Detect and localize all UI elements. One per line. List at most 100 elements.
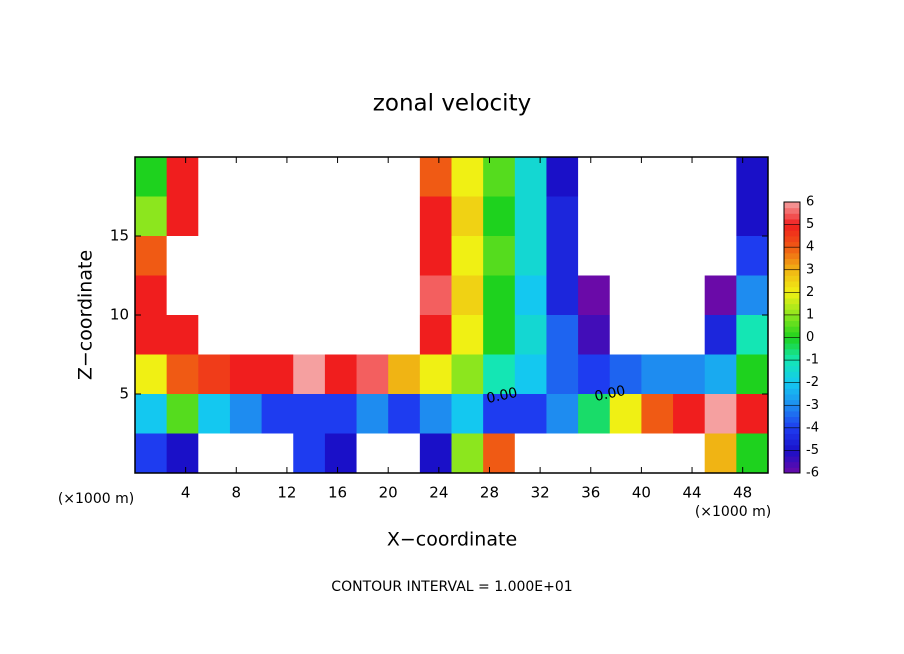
field-cell [483,354,516,395]
field-cell [673,354,706,395]
colorbar-tick-label: 5 [806,217,814,232]
field-cell [198,354,231,395]
field-cell [514,275,547,316]
colorbar-band [784,337,800,344]
x-tick-label: 20 [379,484,398,502]
colorbar-band [784,297,800,305]
colorbar-band [784,393,800,401]
field-cell [293,236,326,276]
field-cell [546,236,579,276]
colorbar-band [784,230,800,237]
field-cell [736,354,769,395]
field-cell [135,275,168,316]
field-cell [546,275,579,316]
field-cell [546,433,579,474]
contour-interval-note: CONTOUR INTERVAL = 1.000E+01 [331,579,572,595]
colorbar-band [784,252,800,259]
x-tick-label: 8 [232,484,242,502]
colorbar-tick-label: 6 [806,195,814,210]
colorbar-band [784,207,800,214]
colorbar-band [784,365,800,372]
colorbar-band [784,439,800,446]
field-cell [641,157,674,197]
field-cell [578,354,611,395]
field-cell [578,315,611,355]
field-cell [293,315,326,355]
field-cell [135,157,168,197]
colorbar-band [784,461,800,468]
field-cell [736,394,769,434]
field-cell [166,157,199,197]
field-cell [546,196,579,237]
field-cell [419,433,452,474]
colorbar-band [784,422,800,429]
field-cell [451,196,484,237]
field-cell [135,394,168,434]
x-tick-label: 48 [733,484,752,502]
field-cell [641,394,674,434]
field-cell [673,275,706,316]
colorbar-tick-label: -6 [806,466,819,481]
field-cell [609,196,642,237]
field-cell [261,394,294,434]
field-cell [736,196,769,237]
field-cell [483,394,516,434]
x-tick-label: 36 [581,484,600,502]
field-cell [451,433,484,474]
x-tick-label: 28 [480,484,499,502]
colorbar-band [784,354,800,361]
field-cell [166,394,199,434]
colorbar-tick-label: -4 [806,420,819,435]
field-cell [514,433,547,474]
field-cell [641,196,674,237]
field-cell [261,433,294,474]
x-tick-label: 4 [181,484,191,502]
field-cell [578,433,611,474]
field-cell [704,315,737,355]
field-cell [388,394,421,434]
field-cell [483,196,516,237]
field-cell [419,196,452,237]
colorbar-band [784,303,800,310]
field-cell [261,315,294,355]
field-cell [356,433,389,474]
field-cell [641,315,674,355]
field-cell [451,394,484,434]
field-cell [609,275,642,316]
colorbar-band [784,218,800,226]
x-tick-label: 44 [682,484,701,502]
colorbar-band [784,450,800,457]
field-cell [546,354,579,395]
field-cell [578,236,611,276]
field-cell [673,394,706,434]
field-cell [166,236,199,276]
colorbar-tick-label: -3 [806,398,819,413]
field-cell [135,354,168,395]
field-cell [514,157,547,197]
field-cell [388,196,421,237]
field-cell [388,433,421,474]
colorbar-band [784,269,800,276]
field-cell [135,315,168,355]
field-cell [736,433,769,474]
field-cell [736,236,769,276]
field-cell [324,394,358,434]
contour-label: 0.00 [593,383,627,405]
field-cell [324,315,358,355]
field-cell [293,275,326,316]
field-cell [736,157,769,197]
colorbar-band [784,258,800,265]
colorbar-tick-label: 1 [806,307,814,322]
field-cell [483,275,516,316]
colorbar-band [784,320,800,327]
field-cell [198,394,231,434]
field-cell [293,157,326,197]
field-cell [356,157,389,197]
chart-title: zonal velocity [373,91,531,117]
field-cell [135,196,168,237]
field-cell [673,236,706,276]
y-tick-label: 5 [119,385,129,403]
field-cell [514,236,547,276]
field-cell [673,433,706,474]
